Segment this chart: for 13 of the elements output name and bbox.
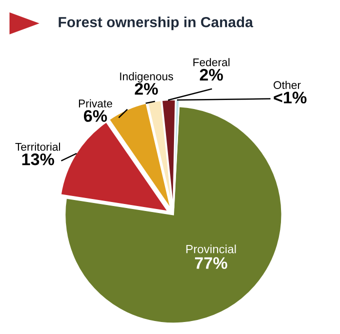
slice-label: Federal (193, 58, 230, 66)
slice-label: Private (78, 99, 112, 108)
data-label: 13% (22, 153, 54, 166)
data-label: 77% (195, 257, 228, 269)
data-label: 6% (84, 110, 107, 122)
slice-label: Indigenous (120, 72, 174, 83)
data-label: 2% (200, 68, 223, 81)
data-label: <1% (274, 92, 307, 104)
slice-label: Provincial (186, 244, 236, 254)
data-label: 2% (134, 82, 158, 95)
slice-label: Territorial (15, 142, 60, 151)
chart-title: Forest ownership in Canada (58, 16, 254, 30)
slice-label: Other (274, 80, 301, 90)
